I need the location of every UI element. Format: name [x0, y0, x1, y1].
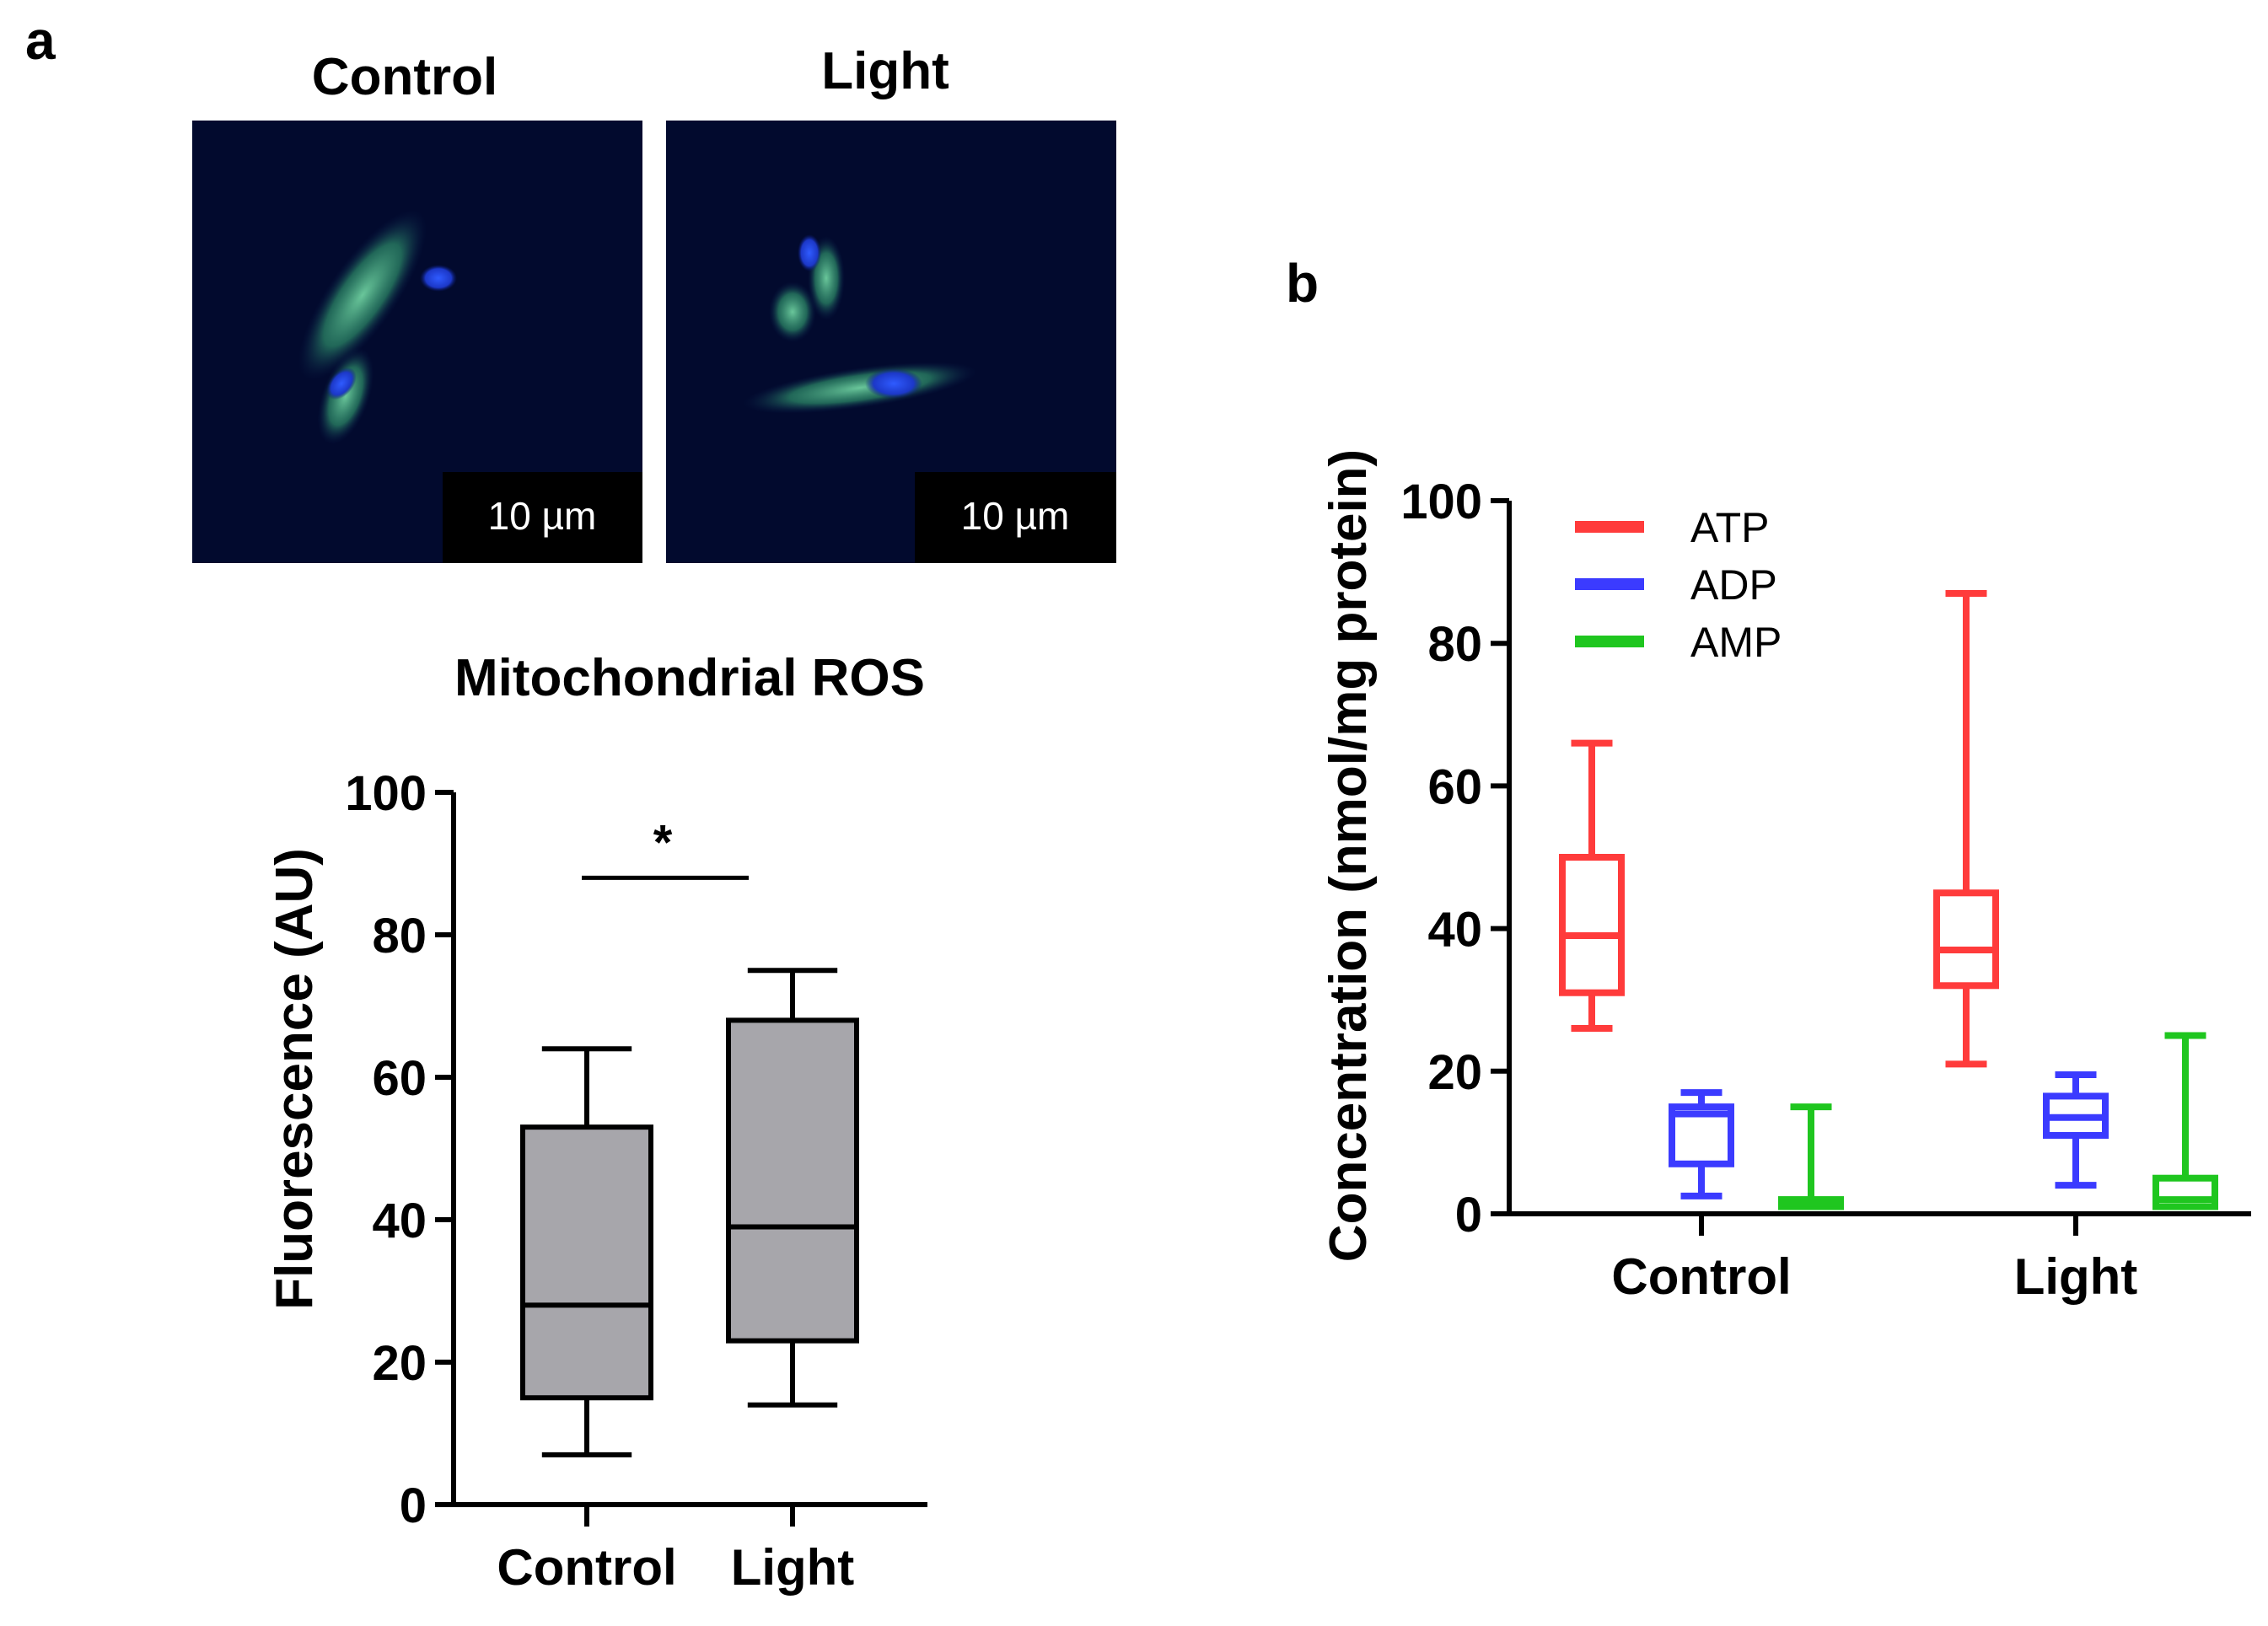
chart-mitochondrial-ros: Mitochondrial ROS Fluorescence (AU) 0 20 4…: [266, 649, 927, 1596]
chart2-ylabel: Concentration (nmol/mg protein): [1319, 449, 1378, 1262]
chart1-x-tick-label: Control: [497, 1539, 676, 1596]
chart2-y-tick-label: 100: [1400, 475, 1482, 529]
chart2-legend-label-adp: ADP: [1690, 561, 1777, 609]
chart1-y-tick-label: 60: [372, 1051, 427, 1106]
chart2-box-amp-light-box: [2152, 1174, 2218, 1210]
chart2-y-tick-label: 60: [1427, 759, 1482, 814]
chart1-ylabel: Fluorescence (AU): [266, 848, 324, 1310]
panel-a-label: a: [25, 10, 56, 71]
chart2-y-tick-label: 20: [1427, 1045, 1482, 1100]
chart-nucleotide-concentration: Concentration (nmol/mg protein) 0 20 40 60 8…: [1319, 449, 2251, 1305]
panel-b-label: b: [1286, 253, 1319, 314]
chart2-legend-label-amp: AMP: [1690, 619, 1782, 666]
chart1-significance-label: *: [653, 815, 673, 870]
chart1-y-tick-label: 20: [372, 1336, 427, 1391]
chart1-y-tick-label: 40: [372, 1194, 427, 1248]
chart2-y-tick-label: 40: [1427, 903, 1482, 958]
scale-bar-label-light: 10 µm: [961, 494, 1070, 538]
scale-bar-label-control: 10 µm: [488, 494, 597, 538]
chart1-y-tick-label: 80: [372, 909, 427, 963]
chart2-x-tick-label: Light: [2014, 1248, 2138, 1305]
chart2-box-atp-control-box: [1559, 854, 1625, 996]
micrograph-control: 10 µm: [192, 121, 642, 563]
chart1-y-tick-label: 0: [400, 1478, 427, 1533]
chart2-box-adp-control-box: [1669, 1103, 1734, 1167]
chart2-y-tick-label: 80: [1427, 617, 1482, 672]
chart1-title: Mitochondrial ROS: [454, 649, 925, 707]
chart2-legend-label-atp: ATP: [1690, 504, 1770, 551]
chart1-box-control-box: [520, 1124, 653, 1401]
micrograph-title-control: Control: [312, 48, 497, 106]
chart1-x-tick-label: Light: [731, 1539, 855, 1596]
micrograph-light: 10 µm: [666, 121, 1116, 563]
chart2-y-tick-label: 0: [1455, 1188, 1482, 1242]
chart1-box-light-box: [726, 1017, 859, 1344]
chart2-x-tick-label: Control: [1611, 1248, 1791, 1305]
chart1-y-tick-label: 100: [345, 766, 427, 821]
micrograph-title-light: Light: [821, 42, 949, 100]
chart2-box-atp-light-box: [1933, 889, 1999, 990]
